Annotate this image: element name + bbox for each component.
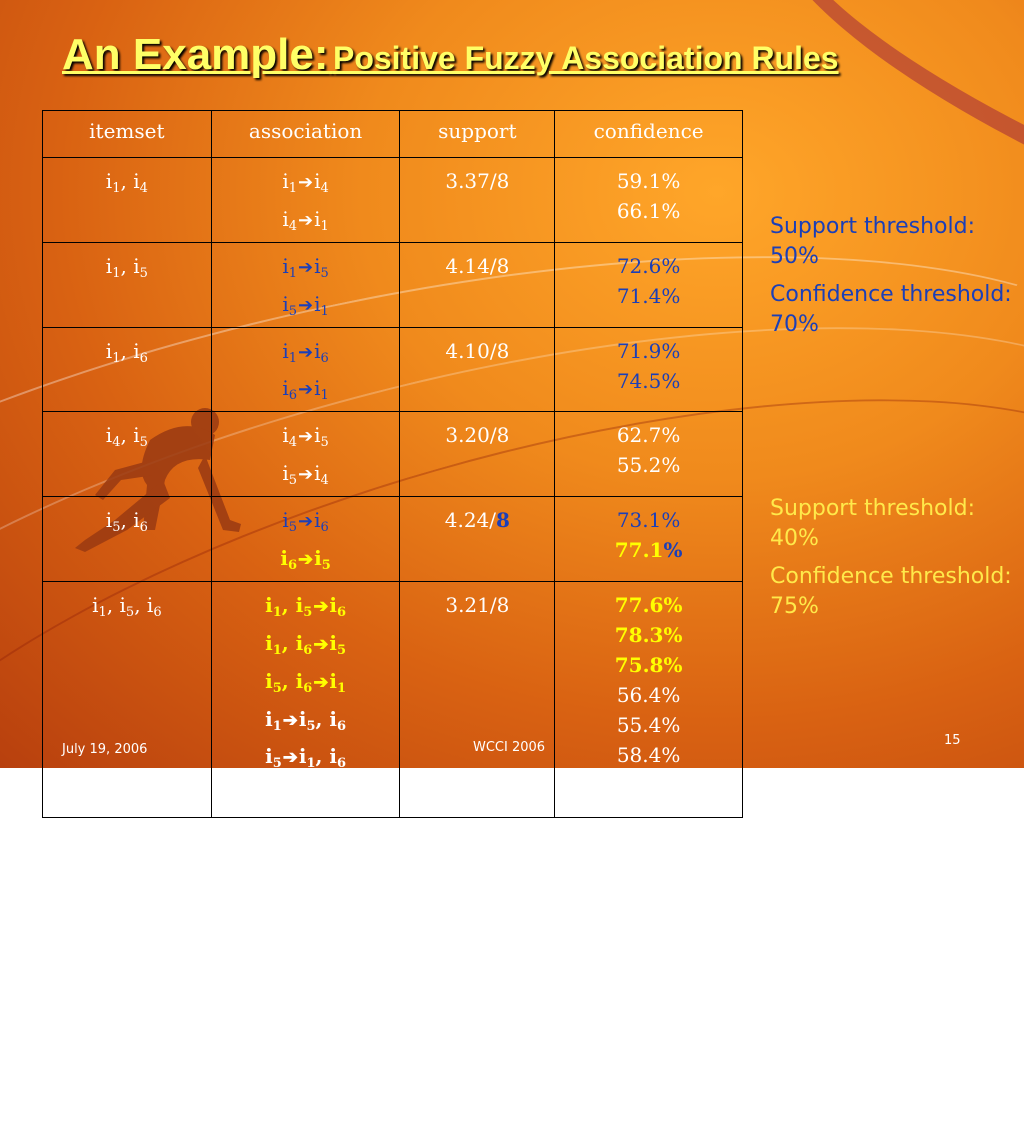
confidence-value: 73.1% bbox=[616, 508, 681, 533]
support-cell: 3.37/8 bbox=[399, 157, 556, 243]
association-rule: i1➔i6 bbox=[214, 336, 398, 374]
confidence-cell: 71.9% 74.5% bbox=[554, 326, 743, 413]
table-row: i1, i4 i1➔i4 i4➔i1 3.37/8 59.1% 66.1% bbox=[42, 157, 743, 243]
association-cell: i1➔i6 i6➔i1 bbox=[210, 326, 401, 413]
support-cell: 3.21/8 bbox=[399, 580, 556, 819]
confidence-value: 58.4% bbox=[616, 742, 681, 767]
implies-arrow-icon: ➔ bbox=[298, 341, 314, 363]
table-row: i1, i6 i1➔i6 i6➔i1 4.10/8 71.9% 74.5% bbox=[42, 326, 743, 413]
association-rule: i5➔i6 bbox=[214, 505, 398, 543]
association-rule: i5, i6➔i1 bbox=[214, 666, 398, 704]
implies-arrow-icon: ➔ bbox=[313, 595, 329, 617]
support-threshold-50: Support threshold: 50% bbox=[770, 214, 975, 269]
association-cell: i1➔i4 i4➔i1 bbox=[210, 157, 401, 243]
footer-date: July 19, 2006 bbox=[62, 742, 148, 757]
confidence-cell: 59.1% 66.1% bbox=[554, 157, 743, 243]
implies-arrow-icon: ➔ bbox=[282, 709, 298, 731]
implies-arrow-icon: ➔ bbox=[313, 633, 329, 655]
confidence-cell: 73.1% 77.1% bbox=[554, 496, 743, 582]
confidence-threshold-70: Confidence threshold: 70% bbox=[770, 282, 1012, 337]
table-row: i1, i5 i1➔i5 i5➔i1 4.14/8 72.6% 71.4% bbox=[42, 241, 743, 328]
confidence-value: 55.4% bbox=[616, 712, 681, 737]
confidence-value: 55.2% bbox=[616, 453, 681, 478]
threshold-note-yellow: Support threshold: 40% Confidence thresh… bbox=[770, 494, 1024, 630]
confidence-value: 71.4% bbox=[616, 283, 681, 308]
association-cell: i4➔i5 i5➔i4 bbox=[210, 411, 401, 498]
itemset-cell: i1, i5 bbox=[42, 241, 212, 328]
confidence-cell: 62.7% 55.2% bbox=[554, 411, 743, 498]
association-rule: i4➔i1 bbox=[214, 204, 398, 242]
implies-arrow-icon: ➔ bbox=[298, 426, 314, 448]
association-cell: i5➔i6 i6➔i5 bbox=[210, 496, 401, 582]
threshold-note-blue: Support threshold: 50% Confidence thresh… bbox=[770, 212, 1024, 348]
itemset-cell: i1, i5, i6 bbox=[42, 580, 212, 819]
itemset-cell: i1, i6 bbox=[42, 326, 212, 413]
association-rules-table: itemset association support confidence i… bbox=[42, 110, 743, 819]
implies-arrow-icon: ➔ bbox=[282, 747, 298, 769]
confidence-cell: 77.6% 78.3% 75.8% 56.4% 55.4% 58.4% bbox=[554, 580, 743, 819]
implies-arrow-icon: ➔ bbox=[282, 785, 298, 807]
implies-arrow-icon: ➔ bbox=[298, 256, 314, 278]
table-header-row: itemset association support confidence bbox=[42, 110, 743, 158]
confidence-value: 66.1% bbox=[616, 199, 681, 223]
slide-number: 15 bbox=[944, 733, 961, 748]
confidence-value: 71.9% bbox=[616, 338, 681, 363]
confidence-cell: 72.6% 71.4% bbox=[554, 241, 743, 328]
association-rule: i6➔i5 bbox=[214, 543, 398, 581]
confidence-value: 56.4% bbox=[616, 682, 681, 707]
confidence-value: 78.3% bbox=[614, 622, 683, 647]
implies-arrow-icon: ➔ bbox=[298, 549, 314, 571]
support-threshold-40: Support threshold: 40% bbox=[770, 496, 975, 551]
table-row: i4, i5 i4➔i5 i5➔i4 3.20/8 62.7% 55.2% bbox=[42, 411, 743, 498]
association-cell: i1➔i5 i5➔i1 bbox=[210, 241, 401, 328]
confidence-value: 75.8% bbox=[614, 652, 683, 677]
confidence-value: 77.6% bbox=[614, 592, 683, 617]
confidence-threshold-75: Confidence threshold: 75% bbox=[770, 564, 1012, 619]
implies-arrow-icon: ➔ bbox=[298, 379, 314, 401]
association-rule: i1, i6➔i5 bbox=[214, 628, 398, 666]
association-rule: i1➔i5, i6 bbox=[214, 704, 398, 742]
association-rule: i1, i5➔i6 bbox=[214, 590, 398, 628]
association-rule: i1➔i4 bbox=[214, 166, 398, 204]
support-cell: 4.24/8 bbox=[399, 496, 556, 582]
confidence-value: 62.7% bbox=[616, 423, 681, 448]
table-row: i1, i5, i6 i1, i5➔i6 i1, i6➔i5 i5, i6➔i1 i1➔… bbox=[42, 580, 743, 819]
header-itemset: itemset bbox=[42, 110, 212, 158]
confidence-value: 72.6% bbox=[616, 253, 681, 278]
implies-arrow-icon: ➔ bbox=[298, 294, 314, 316]
association-rule: i1➔i5 bbox=[214, 251, 398, 289]
header-support: support bbox=[399, 110, 556, 158]
itemset-cell: i4, i5 bbox=[42, 411, 212, 498]
association-rule: i5➔i4 bbox=[214, 458, 398, 496]
header-confidence: confidence bbox=[554, 110, 743, 158]
table-row: i5, i6 i5➔i6 i6➔i5 4.24/8 73.1% 77.1% bbox=[42, 496, 743, 582]
association-rule: i4➔i5 bbox=[214, 420, 398, 458]
confidence-value: 74.5% bbox=[616, 368, 681, 393]
association-rule: i5➔i1 bbox=[214, 289, 398, 327]
slide-title: An Example: Positive Fuzzy Association R… bbox=[62, 30, 839, 80]
support-cell: 4.10/8 bbox=[399, 326, 556, 413]
header-association: association bbox=[210, 110, 401, 158]
implies-arrow-icon: ➔ bbox=[298, 464, 314, 486]
support-cell: 4.14/8 bbox=[399, 241, 556, 328]
implies-arrow-icon: ➔ bbox=[313, 671, 329, 693]
itemset-cell: i5, i6 bbox=[42, 496, 212, 582]
association-rule: i6➔i1, i5 bbox=[214, 779, 398, 817]
association-cell: i1, i5➔i6 i1, i6➔i5 i5, i6➔i1 i1➔i5, i6 i5➔i… bbox=[210, 580, 401, 819]
implies-arrow-icon: ➔ bbox=[298, 511, 314, 533]
support-cell: 3.20/8 bbox=[399, 411, 556, 498]
title-subtitle: Positive Fuzzy Association Rules bbox=[332, 40, 839, 76]
implies-arrow-icon: ➔ bbox=[298, 209, 314, 231]
footer-conference: WCCI 2006 bbox=[473, 740, 546, 755]
confidence-value: 77.1% bbox=[614, 538, 683, 563]
association-rule: i6➔i1 bbox=[214, 373, 398, 411]
implies-arrow-icon: ➔ bbox=[298, 172, 314, 193]
association-rule: i5➔i1, i6 bbox=[214, 741, 398, 779]
title-main: An Example: bbox=[62, 30, 329, 79]
confidence-value: 59.1% bbox=[616, 169, 681, 193]
itemset-cell: i1, i4 bbox=[42, 157, 212, 243]
